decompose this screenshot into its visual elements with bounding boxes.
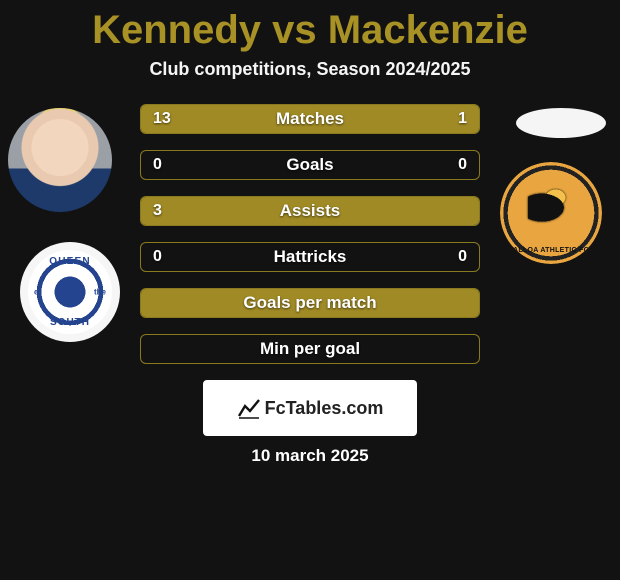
fill-left: [141, 105, 455, 133]
stat-row: Goals per match: [140, 288, 480, 318]
value-right: 0: [458, 248, 467, 266]
stat-label: Hattricks: [141, 247, 479, 267]
club-left-crest: QUEEN of the SOUTH: [20, 242, 120, 342]
title-player-1: Kennedy: [92, 8, 261, 52]
stat-label: Goals: [141, 155, 479, 175]
stat-row: Matches131: [140, 104, 480, 134]
player-left-avatar: [8, 108, 112, 212]
watermark-text: FcTables.com: [265, 398, 384, 419]
stat-row: Min per goal: [140, 334, 480, 364]
value-left: 0: [153, 248, 162, 266]
watermark: FcTables.com: [203, 380, 417, 436]
player-right-avatar: [516, 108, 606, 138]
date: 10 march 2025: [0, 446, 620, 466]
stat-label: Min per goal: [141, 339, 479, 359]
stat-row: Hattricks0 0: [140, 242, 480, 272]
value-left: 0: [153, 156, 162, 174]
stat-rows: Matches131Goals00Assists3Hattricks00Goal…: [140, 104, 480, 364]
value-right: 0: [458, 156, 467, 174]
title-vs: vs: [272, 8, 317, 52]
page-title: Kennedy vs Mackenzie: [0, 0, 620, 53]
crest-text-the: the: [94, 288, 106, 297]
comparison-chart: QUEEN of the SOUTH ALLOA ATHLETIC FC Mat…: [0, 104, 620, 466]
crest-icon: QUEEN of the SOUTH: [28, 250, 112, 334]
value-right: 1: [458, 110, 467, 128]
club-right-crest: ALLOA ATHLETIC FC: [500, 162, 602, 264]
fill-left: [141, 289, 479, 317]
crest-text-bottom: SOUTH: [28, 317, 112, 328]
avatar-icon: [8, 108, 112, 212]
subtitle: Club competitions, Season 2024/2025: [0, 59, 620, 80]
chart-icon: [237, 396, 261, 420]
title-player-2: Mackenzie: [328, 8, 528, 52]
fill-left: [141, 197, 479, 225]
crest-text-top: QUEEN: [28, 256, 112, 267]
stat-row: Goals0 0: [140, 150, 480, 180]
value-left: 3: [153, 202, 162, 220]
stat-row: Assists3: [140, 196, 480, 226]
crest-text: ALLOA ATHLETIC FC: [500, 247, 602, 254]
crest-icon: ALLOA ATHLETIC FC: [500, 162, 602, 264]
crest-text-of: of: [34, 288, 42, 297]
value-left: 13: [153, 110, 171, 128]
